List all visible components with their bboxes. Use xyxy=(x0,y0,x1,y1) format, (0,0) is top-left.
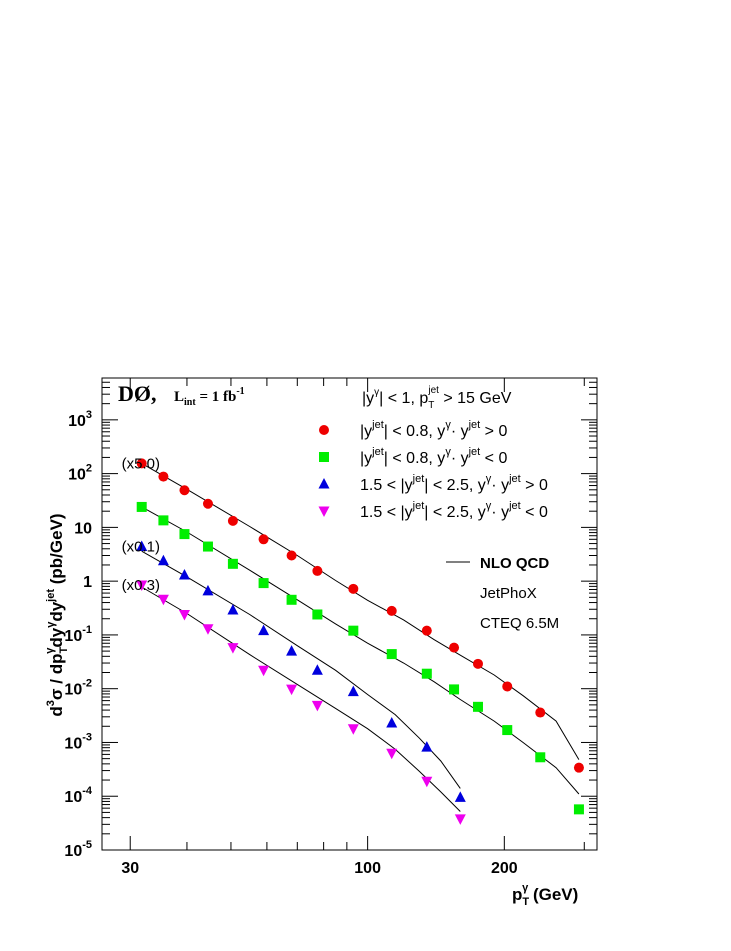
data-point-series-3 xyxy=(286,645,298,656)
data-point-series-3 xyxy=(454,791,466,802)
data-point-series-4 xyxy=(311,700,323,712)
data-point-series-1 xyxy=(386,605,397,616)
data-point-series-2 xyxy=(158,515,169,526)
points-layer xyxy=(136,458,584,825)
legend-marker-2 xyxy=(319,452,329,462)
tick-layer: 30 100 200 10-5 10-4 10-3 10-2 10-1 1 10 102 103 xyxy=(64,377,597,877)
y-axis-title: d3σ / dpTγdyγdyjet (pb/GeV) xyxy=(44,513,70,716)
data-point-series-2 xyxy=(227,558,238,569)
data-point-series-4 xyxy=(286,684,298,696)
data-point-series-4 xyxy=(454,814,466,825)
y-tick-label: 10-3 xyxy=(64,731,92,752)
legend-marker-4 xyxy=(318,506,330,517)
data-point-series-3 xyxy=(202,584,214,596)
data-point-series-1 xyxy=(158,471,169,482)
nlo-curve-2 xyxy=(141,506,580,795)
data-point-series-2 xyxy=(348,625,359,636)
generator-label: JetPhoX xyxy=(480,585,537,602)
experiment-name: DØ, xyxy=(118,381,157,406)
data-point-series-1 xyxy=(286,550,297,561)
data-point-series-1 xyxy=(348,583,359,594)
data-point-series-3 xyxy=(157,554,169,566)
svg-text:d3σ / dpTγdyγdyjet (pb/GeV: d3σ / dpTγdyγdyjet (pb/GeV) xyxy=(44,513,70,716)
data-point-series-4 xyxy=(347,724,359,735)
data-point-series-2 xyxy=(573,804,584,815)
data-point-series-3 xyxy=(386,717,398,728)
data-point-series-4 xyxy=(136,580,148,591)
scale-factor-label: (x5.0) xyxy=(122,455,160,472)
data-point-series-2 xyxy=(449,684,460,695)
data-point-series-1 xyxy=(472,658,483,669)
legend-marker-1 xyxy=(319,425,329,435)
data-point-series-3 xyxy=(311,664,323,675)
legend-label-3: 1.5 < |yjet| < 2.5, yγ· yjet > 0 xyxy=(360,473,548,494)
pdf-label: CTEQ 6.5M xyxy=(480,615,559,632)
legend-marker-3 xyxy=(318,478,330,489)
data-point-series-1 xyxy=(136,458,147,469)
data-point-series-3 xyxy=(421,741,433,752)
legend-label-2: |yjet| < 0.8, yγ· yjet < 0 xyxy=(360,446,507,467)
y-tick-label: 102 xyxy=(68,463,92,484)
data-point-series-1 xyxy=(573,762,584,773)
data-point-series-1 xyxy=(535,707,546,718)
x-tick-label: 30 xyxy=(121,860,139,877)
x-tick-label: 100 xyxy=(354,860,381,877)
data-point-series-2 xyxy=(286,594,297,605)
data-point-series-4 xyxy=(386,748,398,760)
data-point-series-1 xyxy=(179,485,190,496)
y-tick-label: 10-2 xyxy=(64,678,92,699)
data-point-series-2 xyxy=(386,649,397,660)
data-point-series-2 xyxy=(179,529,190,540)
nlo-curve-4 xyxy=(141,586,461,812)
legend-label-1: |yjet| < 0.8, yγ· yjet > 0 xyxy=(360,419,507,440)
data-point-series-3 xyxy=(178,569,190,580)
data-point-series-1 xyxy=(202,498,213,509)
data-point-series-3 xyxy=(347,685,359,697)
plot-frame xyxy=(101,377,598,851)
nlo-curve-1 xyxy=(141,462,580,760)
data-point-series-2 xyxy=(312,609,323,620)
data-point-series-1 xyxy=(449,642,460,653)
luminosity-label: Lint = 1 fb-1 xyxy=(174,386,245,408)
data-point-series-2 xyxy=(202,541,213,552)
data-point-series-4 xyxy=(258,665,270,677)
legend-label-4: 1.5 < |yjet| < 2.5, yγ· yjet < 0 xyxy=(360,500,548,521)
y-tick-label: 10-5 xyxy=(64,839,92,860)
y-tick-label: 10-4 xyxy=(64,785,92,806)
data-point-series-4 xyxy=(202,624,214,635)
data-point-series-3 xyxy=(258,624,270,636)
data-point-series-4 xyxy=(421,776,433,788)
data-point-series-1 xyxy=(258,534,269,545)
scale-factor-label: (x0.1) xyxy=(122,539,160,556)
data-point-series-3 xyxy=(227,604,239,615)
y-tick-label: 103 xyxy=(68,409,92,430)
data-point-series-2 xyxy=(472,701,483,712)
data-point-series-4 xyxy=(178,609,190,621)
data-point-series-2 xyxy=(535,752,546,763)
data-point-series-4 xyxy=(227,643,239,654)
x-tick-label: 200 xyxy=(491,860,518,877)
data-point-series-1 xyxy=(421,625,432,636)
labels-layer: (x5.0) (x0.1) (x0.3) xyxy=(122,455,160,594)
data-point-series-2 xyxy=(136,501,147,512)
data-point-series-1 xyxy=(312,565,323,576)
y-tick-label: 10-1 xyxy=(64,624,92,645)
y-tick-label: 10 xyxy=(74,520,92,537)
data-point-series-1 xyxy=(227,515,238,526)
data-point-series-1 xyxy=(502,681,513,692)
data-point-series-2 xyxy=(421,668,432,679)
scale-factor-label: (x0.3) xyxy=(122,577,160,594)
data-point-series-3 xyxy=(136,540,148,552)
theory-label: NLO QCD xyxy=(480,555,549,572)
data-point-series-2 xyxy=(258,578,269,589)
data-point-series-4 xyxy=(157,594,169,606)
y-tick-label: 1 xyxy=(83,574,92,591)
legend: |yjet| < 0.8, yγ· yjet > 0 |yjet| < 0.8, … xyxy=(318,419,548,521)
data-point-series-2 xyxy=(502,725,513,736)
x-axis-title: pTγ (GeV) xyxy=(512,882,578,908)
